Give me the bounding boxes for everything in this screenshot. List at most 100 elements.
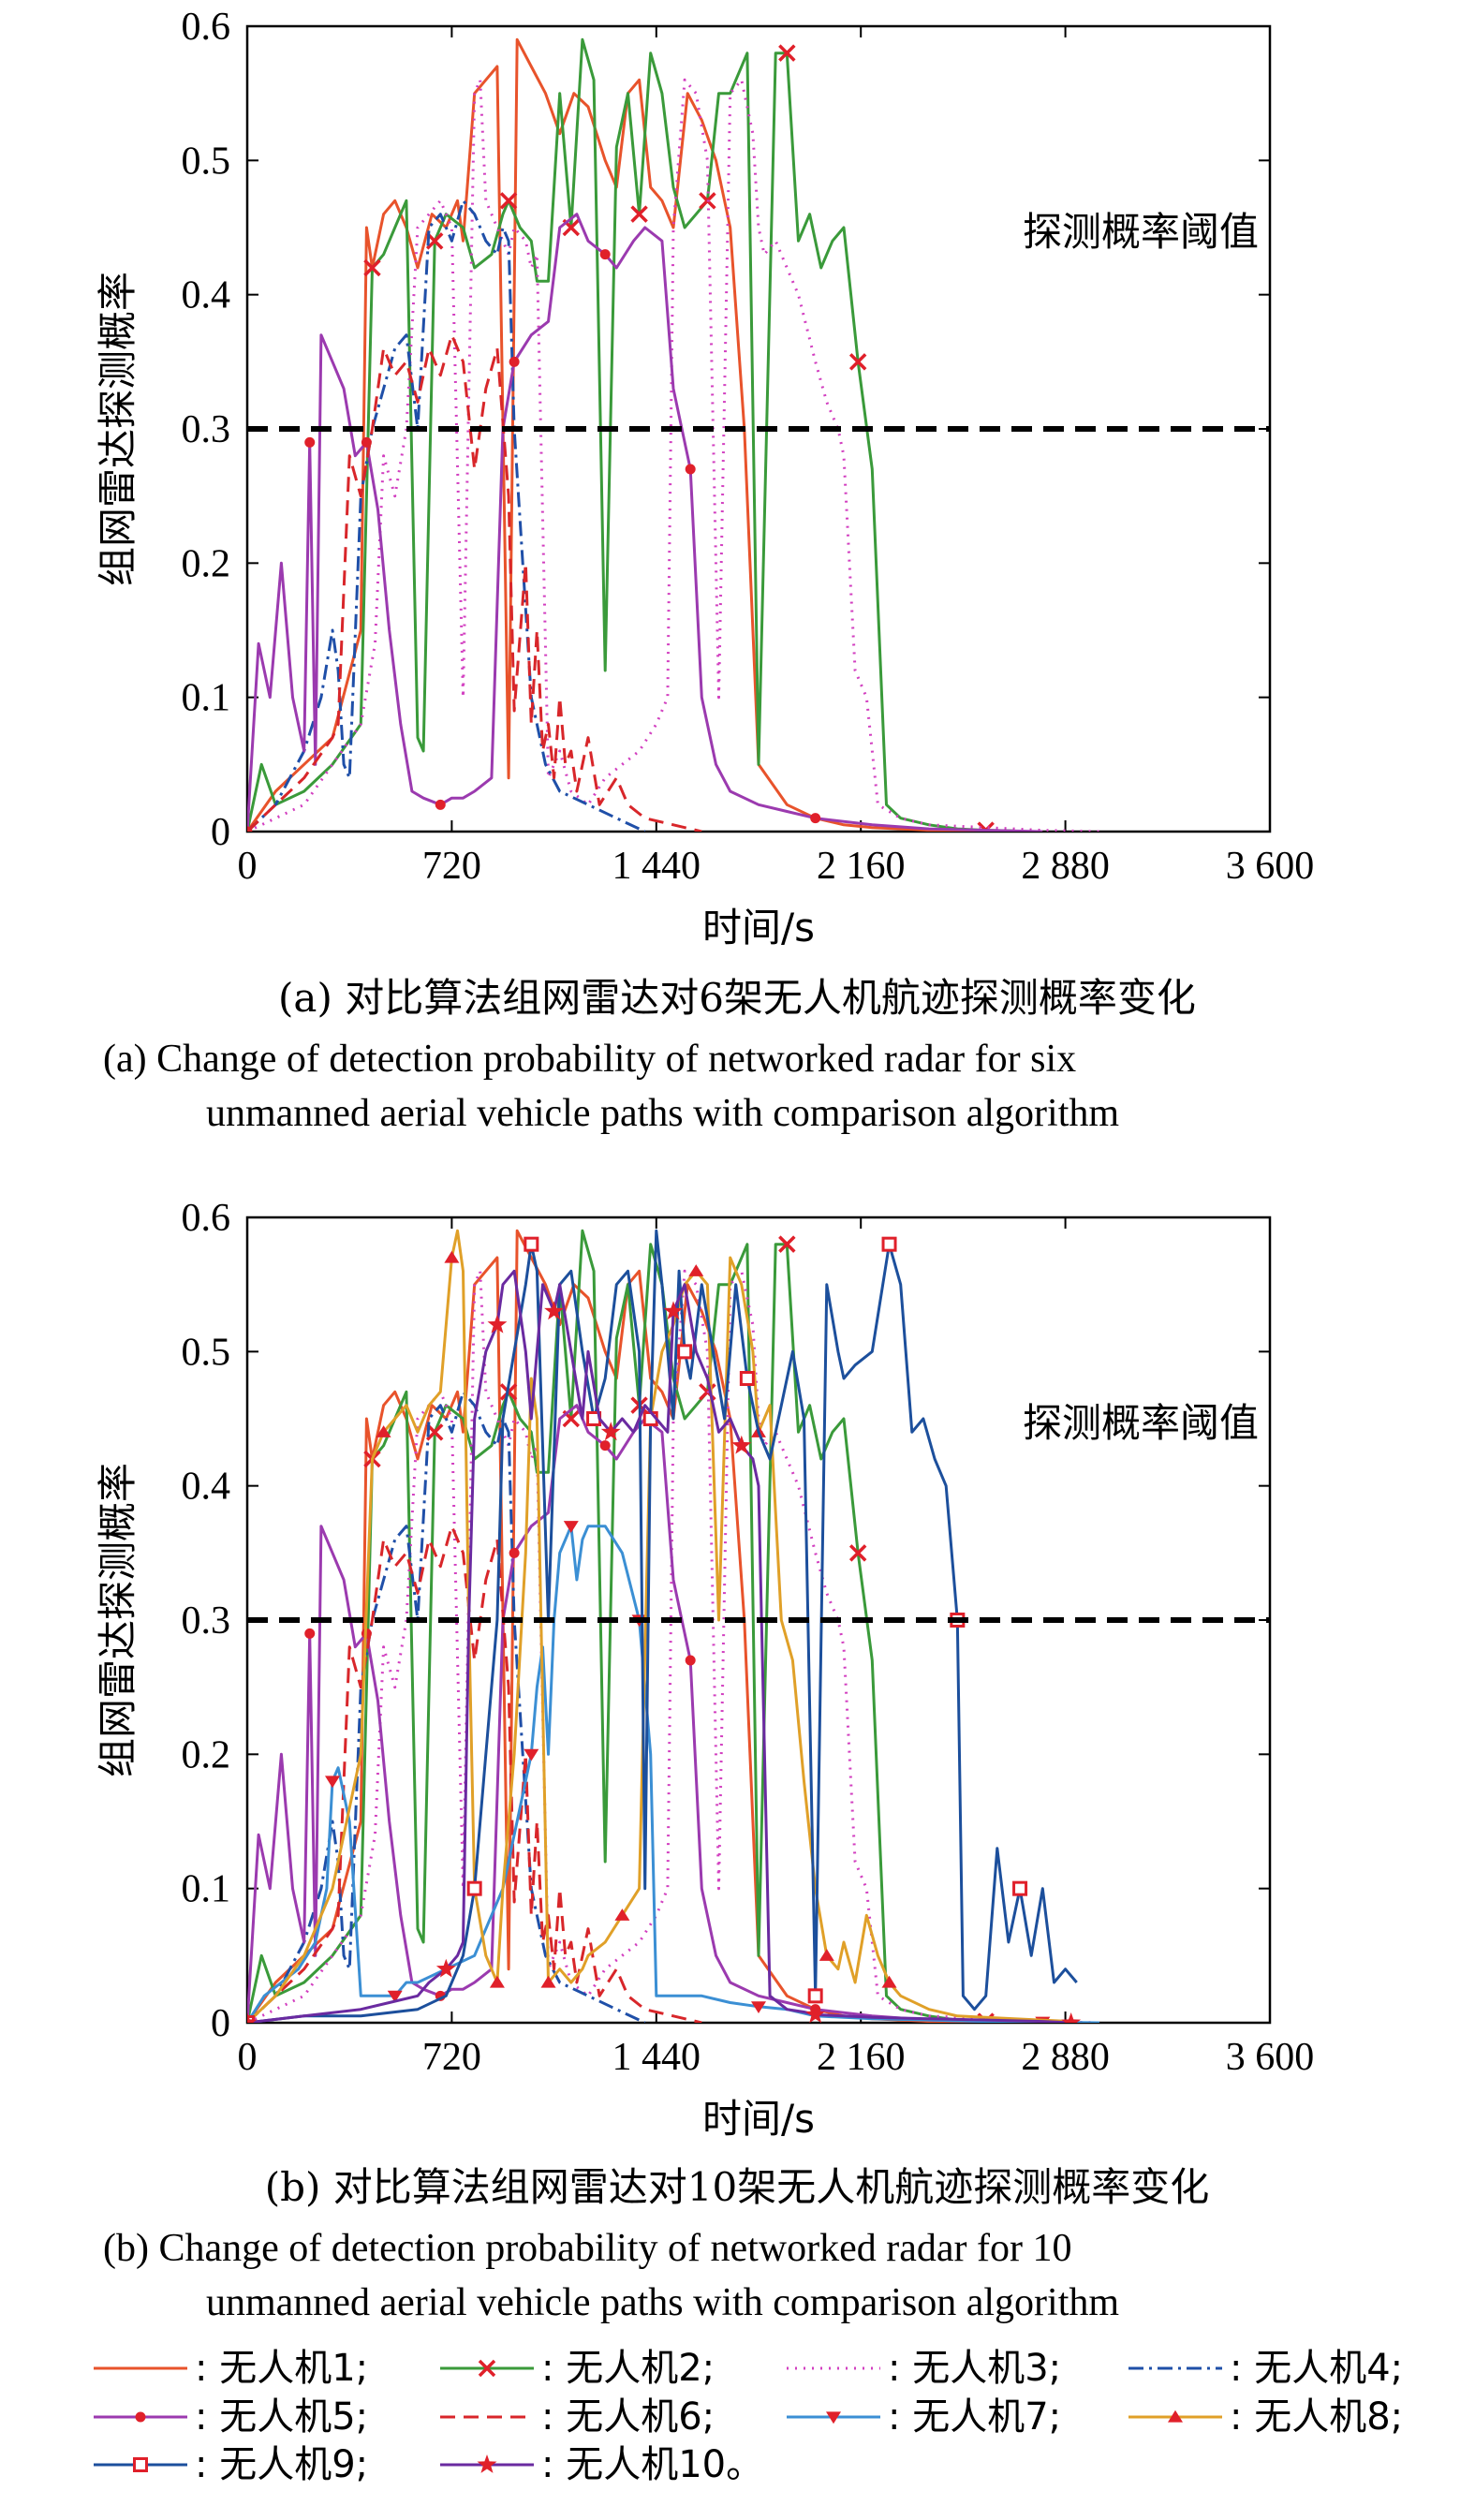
marker-uav8: [881, 1975, 897, 1988]
y-tick-label: 0: [211, 2002, 230, 2045]
series-group-b: [247, 1229, 1100, 2023]
marker-uav10: [731, 1435, 752, 1454]
series-uav8: [247, 1229, 1071, 2023]
marker-uav9: [524, 1236, 539, 1252]
legend-item-uav5: : 无人机5;: [94, 2395, 368, 2439]
series-uav3: [247, 78, 1100, 832]
marker-uav7: [563, 1521, 579, 1533]
marker-uav2: [499, 192, 518, 210]
y-tick-label: 0.2: [182, 1733, 231, 1776]
x-tick-label: 1 440: [612, 2036, 701, 2079]
legend-item-uav7: : 无人机7;: [787, 2395, 1061, 2439]
marker-uav7: [387, 1990, 403, 2003]
y-tick-label: 0.6: [182, 1197, 231, 1240]
caption-en-b-line1: (b) Change of detection probability of n…: [103, 2227, 1071, 2270]
marker-uav2: [363, 258, 381, 277]
y-axis-label-a: 组网雷达探测概率: [95, 272, 140, 586]
marker-uav10: [805, 2004, 826, 2023]
marker-uav8: [376, 1425, 391, 1437]
y-tick-label: 0.2: [182, 542, 231, 585]
marker-uav9: [677, 1344, 693, 1360]
ticks-b: 0 720 1 440 2 160 2 880 3 600 0 0.1 0.2 0.3 0.4 0.5…: [182, 1197, 1315, 2079]
marker-uav7: [524, 1748, 539, 1761]
series-line-uav4: [247, 1390, 646, 2023]
marker-uav9: [466, 1880, 482, 1896]
caption-cn-a: (a) 对比算法组网雷达对6架无人机航迹探测概率变化: [278, 975, 1196, 1021]
y-tick-label: 0.5: [182, 140, 231, 183]
x-tick-label: 2 880: [1021, 2036, 1110, 2079]
x-tick-label: 720: [422, 2036, 481, 2079]
series-uav3: [247, 1269, 1100, 2023]
series-uav1: [247, 1229, 1043, 2023]
y-tick-label: 0: [211, 811, 230, 854]
marker-uav9: [881, 1236, 897, 1252]
x-tick-label: 0: [238, 2036, 258, 2079]
marker-uav10: [487, 1314, 508, 1334]
marker-uav2: [778, 1235, 796, 1253]
series-line-uav1: [247, 37, 1043, 832]
x-tick-label: 0: [238, 845, 258, 888]
marker-uav10: [544, 1301, 565, 1320]
legend-label-uav2: : 无人机2;: [541, 2347, 715, 2390]
series-line-uav3: [247, 1269, 1100, 2023]
marker-uav5: [304, 436, 316, 448]
x-axis-label-b: 时间/s: [702, 2096, 815, 2142]
series-line-uav4: [247, 199, 646, 832]
marker-uav2: [848, 353, 867, 371]
legend-item-uav9: : 无人机9;: [94, 2443, 368, 2486]
legend-marker-uav9: [133, 2457, 148, 2472]
marker-uav5: [685, 1655, 696, 1666]
caption-cn-b: (b) 对比算法组网雷达对10架无人机航迹探测概率变化: [265, 2164, 1209, 2210]
legend-marker-uav8: [1168, 2409, 1183, 2423]
series-group-a: [247, 37, 1100, 832]
threshold-label-b: 探测概率阈值: [1023, 1400, 1259, 1446]
legend-label-uav5: : 无人机5;: [195, 2395, 368, 2439]
marker-uav8: [819, 1949, 834, 1961]
series-line-uav6: [247, 1525, 702, 2023]
x-tick-label: 1 440: [612, 845, 701, 888]
legend-item-uav2: : 无人机2;: [440, 2347, 715, 2390]
marker-uav8: [489, 1975, 505, 1988]
series-uav2: [247, 37, 1015, 832]
x-tick-label: 3 600: [1226, 845, 1315, 888]
marker-uav8: [444, 1250, 460, 1263]
marker-uav5: [435, 799, 446, 810]
marker-uav2: [778, 44, 796, 62]
chart-b: 0 720 1 440 2 160 2 880 3 600 0 0.1 0.2 0.3 0.4 0.5…: [95, 1197, 1314, 2324]
y-tick-label: 0.1: [182, 1868, 231, 1911]
series-uav6: [247, 333, 702, 832]
chart-a: 0 720 1 440 2 160 2 880 3 600 0 0.1 0.2 0.3 0.4 0.5…: [95, 6, 1314, 1135]
legend-item-uav6: : 无人机6;: [440, 2395, 715, 2439]
y-tick-label: 0.3: [182, 1599, 231, 1643]
series-line-uav9: [247, 1229, 1078, 2023]
marker-uav8: [614, 1908, 630, 1921]
x-tick-label: 3 600: [1226, 2036, 1315, 2079]
legend-label-uav3: : 无人机3;: [888, 2347, 1061, 2390]
marker-uav5: [304, 1628, 316, 1639]
marker-uav5: [685, 464, 696, 475]
legend-item-uav3: : 无人机3;: [787, 2347, 1061, 2390]
y-tick-label: 0.4: [182, 274, 231, 317]
x-tick-label: 2 160: [817, 2036, 906, 2079]
marker-uav2: [630, 205, 648, 223]
series-uav10: [247, 1269, 1082, 2023]
marker-uav5: [509, 1547, 520, 1558]
ticks-a: 0 720 1 440 2 160 2 880 3 600 0 0.1 0.2 0.3 0.4 0.5…: [182, 6, 1315, 888]
marker-uav2: [848, 1544, 867, 1562]
legend-label-uav9: : 无人机9;: [195, 2443, 368, 2486]
series-line-uav1: [247, 1229, 1043, 2023]
series-line-uav7: [247, 1525, 1100, 2023]
legend-item-uav1: : 无人机1;: [94, 2347, 368, 2390]
marker-uav8: [540, 1975, 556, 1988]
legend-item-uav10: : 无人机10。: [440, 2443, 763, 2486]
y-axis-label-b: 组网雷达探测概率: [95, 1463, 140, 1777]
legend-marker-uav5: [135, 2411, 146, 2423]
series-uav4: [247, 1390, 646, 2023]
x-axis-label-a: 时间/s: [702, 905, 815, 951]
legend-label-uav10: : 无人机10。: [541, 2443, 763, 2486]
legend-item-uav4: : 无人机4;: [1128, 2347, 1403, 2390]
series-line-uav3: [247, 78, 1100, 832]
caption-en-a-line2: unmanned aerial vehicle paths with compa…: [206, 1092, 1119, 1135]
marker-uav10: [247, 2012, 258, 2023]
legend-label-uav6: : 无人机6;: [541, 2395, 715, 2439]
